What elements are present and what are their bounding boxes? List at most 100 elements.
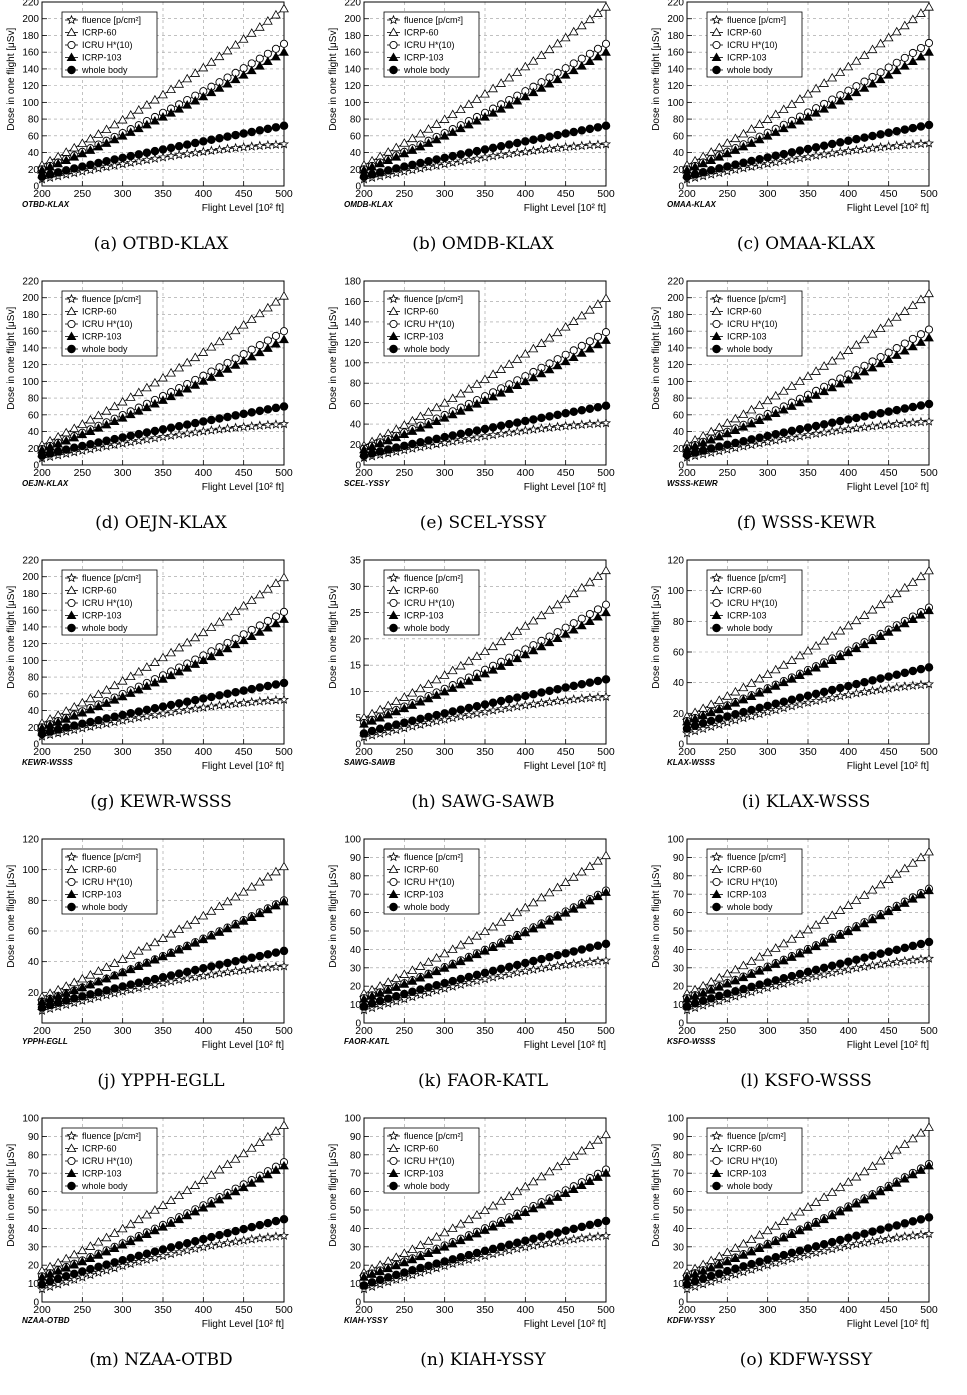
data-point xyxy=(448,431,457,440)
data-point xyxy=(875,74,886,84)
chart-svg: 200 250 300 350 400 450 5000204060801001201401… xyxy=(651,0,938,214)
legend-box xyxy=(706,11,803,78)
legend-entry: whole body xyxy=(403,344,450,354)
legend-entry: ICRP-103 xyxy=(404,53,444,63)
series-4 xyxy=(682,663,934,733)
data-point xyxy=(762,947,773,957)
series-1 xyxy=(37,1120,289,1275)
data-point xyxy=(206,930,217,940)
data-point xyxy=(399,722,410,733)
data-point xyxy=(763,701,772,711)
data-point xyxy=(787,426,797,436)
data-point xyxy=(431,119,442,128)
data-point xyxy=(891,350,902,359)
legend-entry: ICRP-103 xyxy=(82,332,122,342)
data-point xyxy=(529,135,538,145)
data-point xyxy=(916,571,926,581)
x-tick-label: 250 xyxy=(719,467,737,479)
data-point xyxy=(222,611,233,621)
data-point xyxy=(778,1255,789,1266)
data-point xyxy=(568,904,579,913)
data-point xyxy=(399,993,410,1004)
data-point xyxy=(819,1239,829,1249)
y-tick-label: 20 xyxy=(28,165,40,176)
data-point xyxy=(763,1255,772,1264)
data-point xyxy=(803,666,813,676)
data-point xyxy=(496,636,507,646)
y-tick-label: 60 xyxy=(28,410,40,421)
legend-marker xyxy=(66,864,77,874)
data-point xyxy=(77,708,88,717)
data-point xyxy=(254,308,265,318)
data-point xyxy=(754,1243,765,1252)
x-tick-label: 200 xyxy=(355,746,373,758)
data-point xyxy=(552,695,563,706)
data-point xyxy=(908,402,918,412)
y-tick-label: 80 xyxy=(28,115,40,126)
data-point xyxy=(536,50,547,59)
y-tick-label: 50 xyxy=(28,1206,40,1217)
data-point xyxy=(150,954,160,964)
data-point xyxy=(819,937,830,947)
data-point xyxy=(746,1234,757,1244)
data-point xyxy=(134,978,144,988)
data-point xyxy=(157,708,169,718)
data-point xyxy=(447,683,458,692)
data-point xyxy=(754,415,765,424)
data-point xyxy=(601,600,611,609)
legend-marker xyxy=(66,52,77,62)
figure-caption: (f) WSSS-KEWR xyxy=(736,513,876,533)
data-point xyxy=(61,1263,72,1272)
data-point xyxy=(576,140,587,151)
y-tick-label: 40 xyxy=(350,945,362,956)
data-point xyxy=(528,87,539,97)
x-tick-label: 400 xyxy=(517,1304,535,1316)
x-tick-label: 400 xyxy=(195,746,213,758)
x-axis-label: Flight Level [10² ft] xyxy=(524,761,606,772)
data-point xyxy=(907,894,918,903)
x-axis-label: Flight Level [10² ft] xyxy=(524,1040,606,1051)
data-point xyxy=(859,366,870,376)
data-point xyxy=(860,412,869,421)
legend-entry: whole body xyxy=(81,623,128,633)
data-point xyxy=(207,692,216,702)
data-point xyxy=(827,382,838,392)
data-point xyxy=(924,120,934,130)
x-axis-label: Flight Level [10² ft] xyxy=(524,1319,606,1330)
data-point xyxy=(85,704,96,714)
data-point xyxy=(440,709,449,718)
data-point xyxy=(359,172,369,182)
data-point xyxy=(706,976,717,986)
y-tick-label: 220 xyxy=(22,277,39,288)
data-point xyxy=(569,947,578,956)
data-point xyxy=(174,974,185,985)
legend-entry: ICRP-103 xyxy=(82,53,122,63)
data-point xyxy=(714,995,725,1006)
data-point xyxy=(496,964,506,974)
data-point xyxy=(415,411,426,421)
data-point xyxy=(593,611,603,621)
data-point xyxy=(528,343,539,353)
data-point xyxy=(61,981,72,990)
data-point xyxy=(706,699,717,709)
chart-svg: 200 250 300 350 400 450 5000102030405060708090… xyxy=(651,835,938,1052)
data-point xyxy=(198,655,209,665)
y-tick-label: 100 xyxy=(667,835,684,846)
data-point xyxy=(722,968,733,978)
data-point xyxy=(843,689,854,699)
y-tick-label: 80 xyxy=(673,394,685,405)
data-point xyxy=(271,948,281,957)
y-axis-label: Dose in one flight [μSv] xyxy=(6,307,17,410)
y-tick-label: 60 xyxy=(28,927,40,938)
x-tick-label: 500 xyxy=(597,746,615,758)
data-point xyxy=(512,907,523,917)
data-point xyxy=(254,696,265,706)
data-point xyxy=(431,966,442,976)
series-0 xyxy=(681,1228,935,1294)
data-point xyxy=(875,958,886,969)
data-point xyxy=(811,663,821,672)
data-point xyxy=(592,418,603,428)
data-point xyxy=(860,953,869,962)
data-point xyxy=(191,965,200,975)
data-point xyxy=(431,1231,442,1241)
